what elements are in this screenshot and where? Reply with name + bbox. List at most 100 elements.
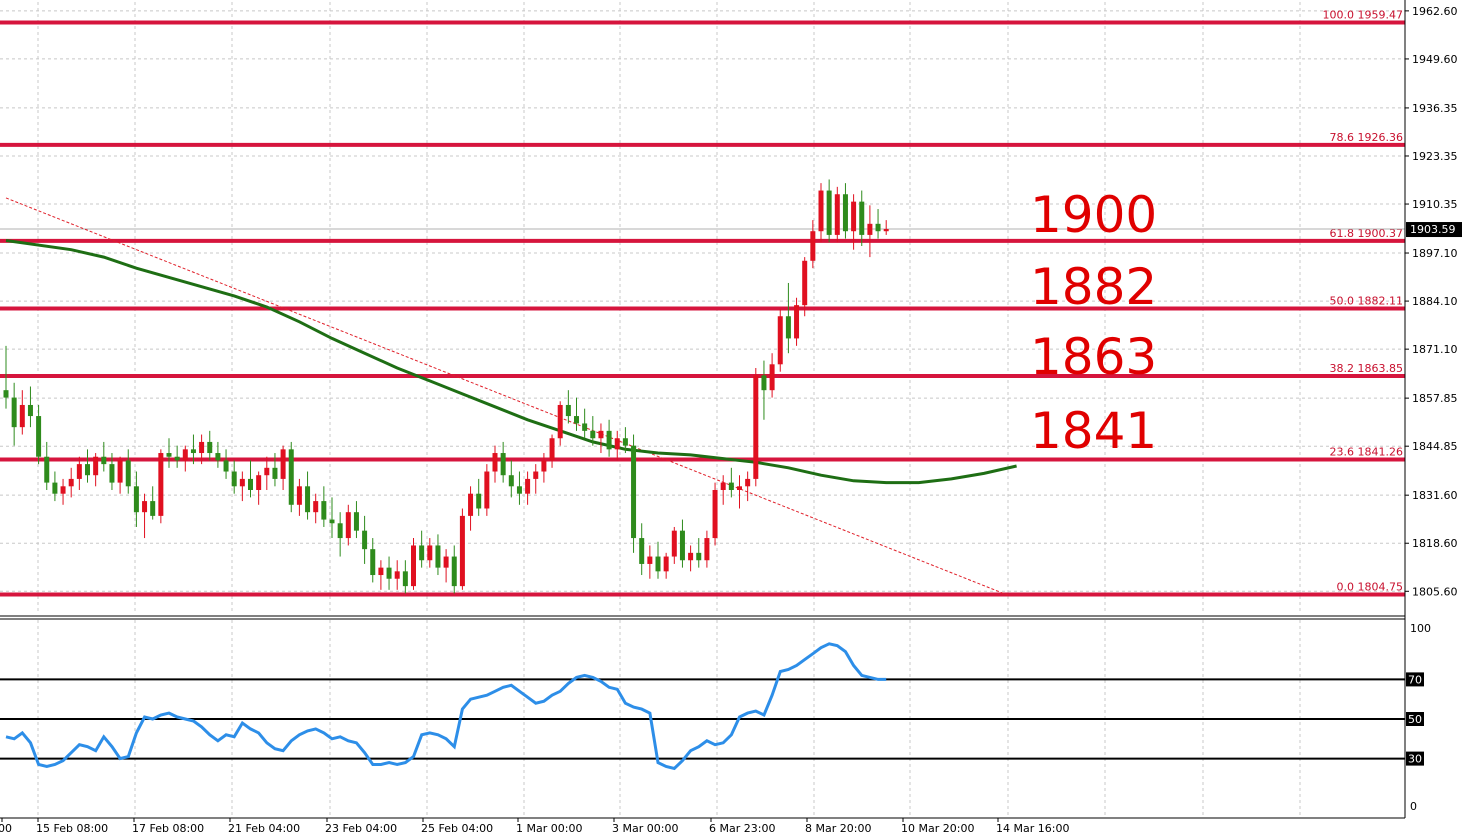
candle-body	[794, 305, 800, 339]
candle	[3, 345, 9, 409]
candle-body	[370, 549, 376, 576]
candle-body	[435, 545, 441, 568]
candle-body	[264, 467, 270, 476]
candle	[622, 427, 628, 454]
candle-body	[109, 464, 115, 483]
time-axis: 00 15 Feb 08:00 17 Feb 08:00 21 Feb 04:00 23…	[0, 818, 1069, 835]
candle-body	[688, 552, 694, 561]
candle-body	[802, 260, 808, 306]
time-tick-label: 14 Mar 16:00	[996, 822, 1069, 835]
candle-body	[19, 404, 25, 428]
candle-body	[720, 482, 726, 490]
candle	[606, 419, 612, 457]
candle	[451, 545, 457, 594]
candle	[834, 186, 840, 243]
candle	[777, 308, 783, 372]
candle-body	[859, 201, 865, 235]
candles	[3, 179, 889, 594]
candle-body	[582, 423, 588, 431]
candle-body	[745, 478, 751, 487]
candle	[769, 353, 775, 398]
candle-body	[622, 438, 628, 446]
candle-body	[451, 556, 457, 587]
candle-body	[834, 194, 840, 235]
candle	[174, 445, 180, 468]
candle	[802, 257, 808, 317]
candle	[101, 441, 107, 472]
candle	[280, 445, 286, 490]
candle	[117, 456, 123, 494]
candle-body	[199, 441, 205, 454]
candle	[36, 404, 42, 465]
candle	[93, 453, 99, 487]
candle-body	[484, 471, 490, 509]
candle-body	[85, 464, 90, 476]
candle	[679, 519, 685, 568]
fib-level-label: 38.2 1863.85	[1330, 362, 1403, 375]
chart-frame	[0, 0, 1406, 819]
candle-body	[728, 482, 734, 490]
candle-body	[182, 449, 188, 461]
trendline	[5, 197, 1009, 596]
fib-level-label: 100.0 1959.47	[1323, 8, 1403, 21]
candle-body	[671, 530, 677, 557]
candle-body	[867, 223, 873, 235]
candle	[402, 560, 408, 594]
candle	[851, 194, 857, 250]
candle-body	[44, 456, 50, 483]
fib-level-label: 50.0 1882.11	[1330, 294, 1403, 307]
candle-body	[419, 545, 425, 561]
candle	[150, 486, 156, 520]
candle-body	[158, 453, 164, 516]
price-tick-label: 1805.60	[1412, 585, 1458, 598]
candle	[305, 471, 311, 520]
candle-body	[36, 416, 42, 457]
price-tick-label: 1936.35	[1412, 102, 1458, 115]
price-tick-label: 1857.85	[1412, 392, 1458, 405]
time-tick-label: 00	[0, 822, 12, 835]
candle-body	[142, 501, 148, 513]
candle-body	[52, 482, 58, 494]
candle-body	[150, 501, 156, 516]
price-tick-label: 1818.60	[1412, 537, 1458, 550]
candle	[810, 220, 816, 269]
candle	[655, 541, 661, 579]
moving-average	[5, 239, 1017, 485]
candle	[476, 478, 482, 516]
candle-body	[443, 556, 449, 568]
time-tick-label: 6 Mar 23:00	[709, 822, 775, 835]
candle	[818, 183, 824, 243]
price-tick-label: 1923.35	[1412, 150, 1458, 163]
candle-body	[223, 460, 229, 472]
candle-body	[826, 190, 832, 235]
candle	[370, 538, 376, 583]
candle	[590, 416, 596, 446]
candle	[647, 545, 653, 579]
candle-body	[101, 456, 107, 465]
candle-body	[590, 430, 596, 439]
candle	[329, 497, 335, 539]
price-annotation: 1841	[1030, 402, 1157, 460]
candle	[525, 471, 531, 505]
candle	[794, 297, 800, 346]
candle	[533, 464, 539, 494]
candle	[557, 401, 563, 446]
candle	[288, 441, 294, 513]
candle	[753, 368, 759, 487]
candle-body	[606, 430, 612, 450]
candle-body	[541, 460, 547, 472]
candle	[182, 445, 188, 472]
price-tick-label: 1910.35	[1412, 198, 1458, 211]
candle	[44, 441, 50, 490]
candle	[582, 408, 588, 439]
candle-body	[574, 416, 579, 424]
time-tick-label: 25 Feb 04:00	[421, 822, 493, 835]
candle-body	[663, 556, 669, 572]
candle-body	[133, 486, 139, 513]
candle-body	[296, 486, 302, 505]
candle	[883, 220, 889, 235]
candle	[199, 434, 205, 465]
candle-body	[280, 449, 286, 479]
candle	[696, 538, 702, 568]
